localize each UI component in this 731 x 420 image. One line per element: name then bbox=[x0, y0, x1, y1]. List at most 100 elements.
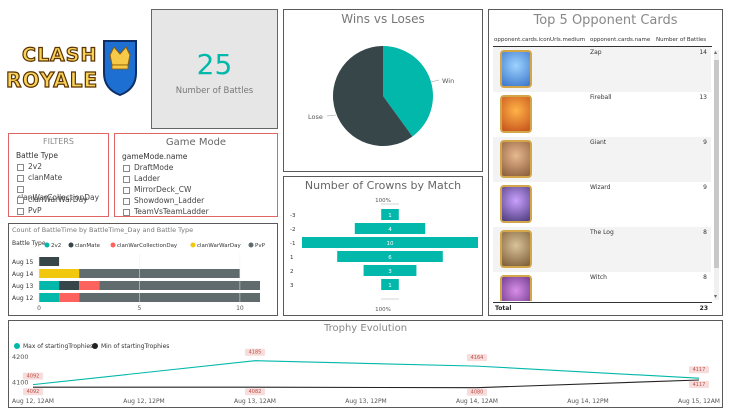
kpi-card: 25 Number of Battles bbox=[151, 9, 278, 129]
opponent-card-name: The Log bbox=[590, 229, 614, 236]
crowns-bar bbox=[337, 251, 443, 262]
opponents-panel: Top 5 Opponent Cards opponent.cards.icon… bbox=[488, 9, 723, 316]
gamemode-item-mirrordeck[interactable]: MirrorDeck_CW bbox=[123, 185, 191, 194]
trophy-data-label: 4092 bbox=[27, 374, 40, 380]
filters-panel: FILTERS Battle Type 2v2 clanMate clanWar… bbox=[8, 133, 109, 217]
crowns-category-label: 2 bbox=[290, 269, 294, 275]
gamemode-item-showdown-ladder[interactable]: Showdown_Ladder bbox=[123, 196, 204, 205]
pie-leader-lose bbox=[326, 114, 337, 117]
trophy-data-label-bg bbox=[23, 388, 43, 396]
checkbox[interactable] bbox=[17, 185, 24, 193]
trophy-data-label-bg bbox=[245, 348, 265, 356]
battletime-bar-segment bbox=[79, 281, 100, 290]
opponents-col-battles[interactable]: Number of Battles bbox=[656, 37, 707, 43]
fireball-card-icon bbox=[500, 95, 532, 133]
battletime-bar-segment bbox=[39, 257, 60, 266]
opponent-card-name: Giant bbox=[590, 139, 607, 146]
trophy-data-label: 4082 bbox=[249, 389, 262, 395]
crowns-panel: Number of Crowns by Match 100% 100% 1 -3 4… bbox=[283, 176, 483, 316]
trophy-x-tick: Aug 15, 12AM bbox=[678, 398, 720, 405]
battletime-bar-segment bbox=[59, 293, 80, 302]
trophy-panel: Trophy Evolution Max of startingTrophies… bbox=[8, 320, 723, 408]
checkbox[interactable] bbox=[123, 164, 130, 172]
filter-item-clanwarcollectionday[interactable]: clanWarCollectionDay bbox=[17, 184, 108, 202]
opponent-row[interactable]: Giant 9 bbox=[493, 137, 711, 182]
legend-label: clanMate bbox=[75, 243, 101, 249]
total-label: Total bbox=[495, 305, 512, 312]
battletime-category-label: Aug 14 bbox=[12, 271, 33, 278]
clash-royale-logo: CLASH ROYALE bbox=[4, 35, 146, 97]
crowns-bar bbox=[381, 209, 399, 220]
legend-min-label: Min of startingTrophies bbox=[101, 343, 169, 350]
crowns-category-label: -2 bbox=[290, 227, 295, 233]
trophy-data-label: 4092 bbox=[27, 389, 40, 395]
battletime-x-tick: 10 bbox=[236, 305, 244, 312]
gamemode-item-draftmode[interactable]: DraftMode bbox=[123, 163, 173, 172]
opponent-row[interactable]: Zap 14 bbox=[493, 47, 711, 92]
opponent-row[interactable]: Fireball 13 bbox=[493, 92, 711, 137]
filter-item-2v2[interactable]: 2v2 bbox=[17, 162, 42, 171]
checkbox[interactable] bbox=[123, 197, 130, 205]
filters-title: FILTERS bbox=[43, 137, 74, 146]
checkbox[interactable] bbox=[123, 175, 130, 183]
crowns-bar-value: 6 bbox=[388, 255, 392, 261]
trophy-series-line bbox=[33, 379, 700, 389]
legend-dot bbox=[248, 242, 254, 248]
legend-max-dot bbox=[14, 343, 20, 349]
filter-item-clanmate[interactable]: clanMate bbox=[17, 173, 62, 182]
trophy-title: Trophy Evolution bbox=[323, 323, 408, 334]
pie-label-lose: Lose bbox=[308, 113, 323, 121]
gamemode-heading: gameMode.name bbox=[122, 152, 188, 161]
crowns-chart: 100% 100% 1 -3 4 -2 10 -1 6 1 3 2 1 3 bbox=[290, 198, 478, 313]
trophy-series-line bbox=[32, 360, 700, 386]
crown-shield-icon bbox=[103, 40, 137, 97]
checkbox[interactable] bbox=[17, 174, 24, 182]
the-log-card-icon bbox=[500, 230, 532, 268]
gamemode-item-teamvsteamladder[interactable]: TeamVsTeamLadder bbox=[123, 207, 209, 216]
scroll-down-icon[interactable]: ▾ bbox=[714, 293, 718, 300]
trophy-x-tick: Aug 12, 12PM bbox=[123, 398, 165, 405]
opponent-battle-count: 8 bbox=[703, 274, 707, 281]
crowns-bar-value: 10 bbox=[387, 241, 394, 247]
scroll-up-icon[interactable]: ▴ bbox=[714, 49, 718, 56]
trophy-data-label-bg bbox=[467, 354, 487, 362]
crowns-category-label: -3 bbox=[290, 213, 296, 219]
opponent-row[interactable]: Wizard 9 bbox=[493, 182, 711, 227]
opponents-scrollbar[interactable]: ▴ ▾ bbox=[714, 50, 719, 300]
crowns-category-label: 1 bbox=[290, 255, 294, 261]
battletime-x-tick: 5 bbox=[138, 305, 142, 312]
checkbox[interactable] bbox=[17, 207, 24, 215]
opponents-col-name[interactable]: opponent.cards.name bbox=[590, 37, 651, 43]
trophy-data-label-bg bbox=[689, 381, 709, 388]
opponent-row[interactable]: Witch 8 bbox=[493, 272, 711, 301]
logo-line1: CLASH bbox=[22, 44, 97, 66]
checkbox[interactable] bbox=[17, 163, 24, 171]
filter-item-pvp[interactable]: PvP bbox=[17, 206, 41, 215]
legend-dot bbox=[68, 242, 74, 248]
legend-dot bbox=[110, 242, 116, 248]
gamemode-item-ladder[interactable]: Ladder bbox=[123, 174, 160, 183]
battletime-category-label: Aug 15 bbox=[12, 259, 33, 266]
checkbox[interactable] bbox=[123, 208, 130, 216]
opponent-card-name: Witch bbox=[590, 274, 607, 281]
gamemode-panel: Game Mode gameMode.name DraftMode Ladder… bbox=[114, 133, 278, 217]
opponent-battle-count: 9 bbox=[703, 139, 707, 146]
battletime-x-tick: 0 bbox=[37, 305, 41, 312]
filter-item-clanwarwarday[interactable]: clanWarWarDay bbox=[17, 195, 88, 204]
trophy-data-label: 4080 bbox=[471, 390, 484, 396]
crowns-category-label: -1 bbox=[290, 241, 295, 247]
legend-label: 2v2 bbox=[51, 243, 61, 249]
kpi-value: 25 bbox=[196, 48, 233, 81]
battletime-category-label: Aug 13 bbox=[12, 283, 33, 290]
pie-chart: Win Lose bbox=[308, 46, 454, 146]
zap-card-icon bbox=[500, 50, 532, 88]
scrollbar-thumb[interactable] bbox=[714, 60, 719, 268]
legend-label: clanWarWarDay bbox=[197, 243, 241, 249]
opponents-col-icon[interactable]: opponent.cards.iconUrls.medium bbox=[494, 37, 586, 43]
checkbox[interactable] bbox=[17, 196, 24, 204]
header-divider bbox=[493, 46, 712, 47]
opponent-row[interactable]: The Log 8 bbox=[493, 227, 711, 272]
battletime-bar-segment bbox=[39, 281, 60, 290]
checkbox[interactable] bbox=[123, 186, 130, 194]
legend-min-dot bbox=[92, 343, 98, 349]
